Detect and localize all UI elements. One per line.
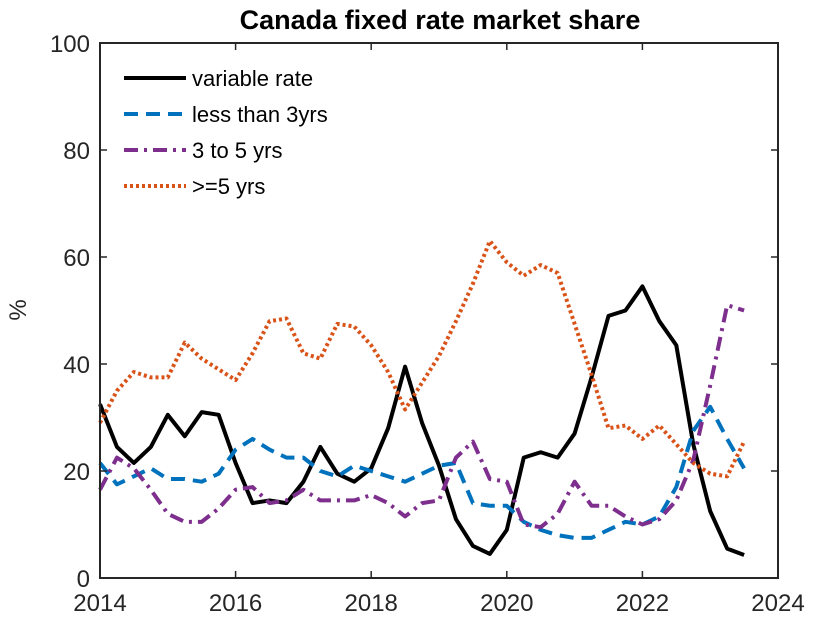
y-tick-label: 40 [63, 352, 90, 379]
x-tick-label: 2024 [751, 590, 804, 617]
y-tick-label: 60 [63, 245, 90, 272]
x-tick-label: 2018 [345, 590, 398, 617]
legend-label-3: >=5 yrs [192, 174, 265, 199]
y-tick-label: 100 [50, 31, 90, 58]
plot-area [100, 43, 778, 578]
legend-label-1: less than 3yrs [192, 102, 328, 127]
legend-label-0: variable rate [192, 66, 313, 91]
series-layer [98, 238, 746, 557]
y-axis-label: % [5, 299, 32, 320]
x-tick-label: 2016 [209, 590, 262, 617]
legend-label-2: 3 to 5 yrs [192, 138, 282, 163]
x-tick-label: 2020 [480, 590, 533, 617]
plot-background [100, 43, 778, 578]
axes-frame [99, 42, 779, 579]
tick-layer: 2014 2016 2018 2020 2022 2024 0 20 40 60 80 100 [50, 31, 805, 617]
chart-title: Canada fixed rate market share [240, 5, 641, 35]
legend: variable rate less than 3yrs 3 to 5 yrs >=5… [124, 66, 328, 199]
y-tick-label: 20 [63, 459, 90, 486]
series-line-1 [98, 404, 746, 540]
x-tick-label: 2022 [616, 590, 669, 617]
series-line-2 [98, 303, 745, 530]
y-tick-label: 80 [63, 138, 90, 165]
series-line-0 [98, 284, 745, 557]
frame-layer [99, 42, 779, 579]
y-tick-label: 0 [77, 566, 90, 593]
x-tick-label: 2014 [73, 590, 126, 617]
